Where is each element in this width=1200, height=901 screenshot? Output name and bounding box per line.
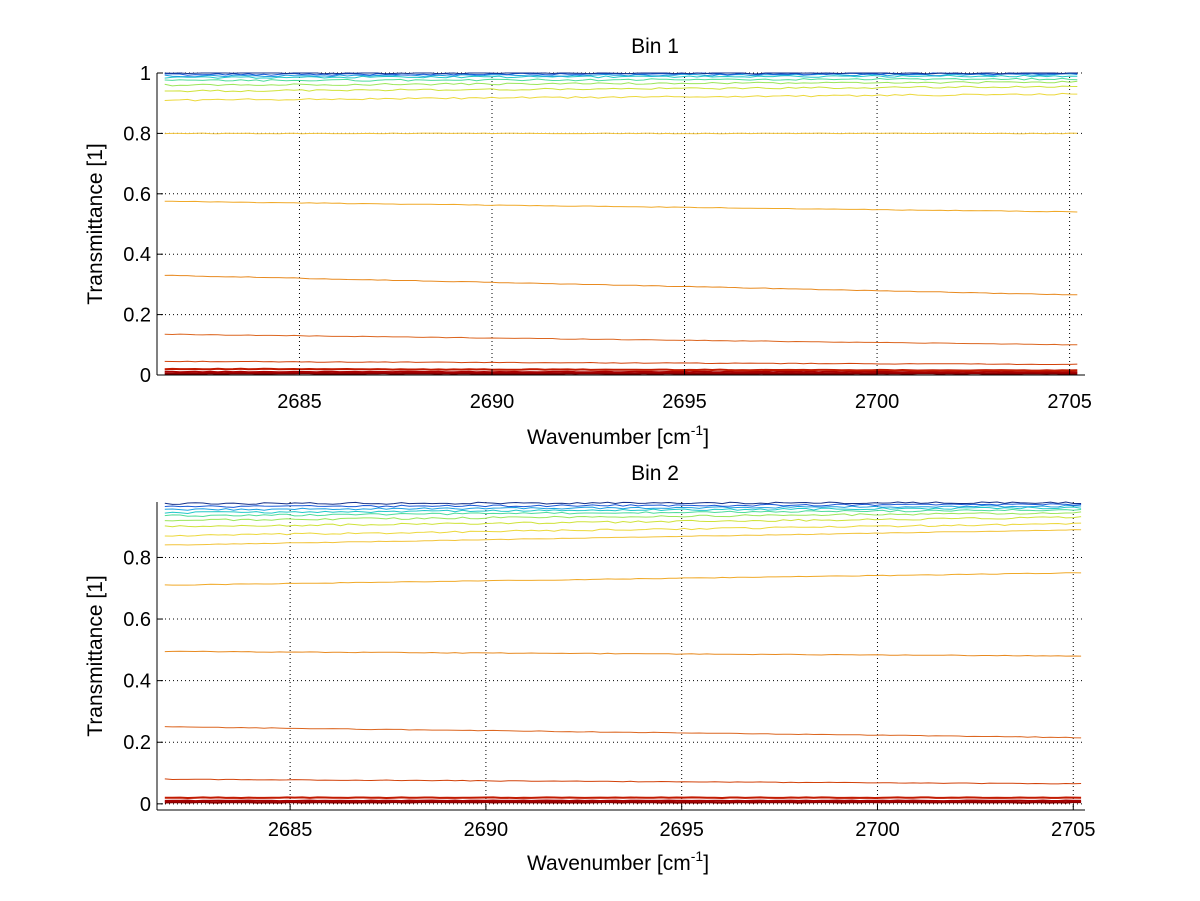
- y-tick-label: 0: [140, 794, 151, 816]
- x-tick-label: 2690: [464, 819, 509, 841]
- series-line: [164, 506, 1082, 515]
- chart-title: Bin 2: [631, 462, 679, 485]
- y-axis-label: Transmittance [1]: [84, 143, 107, 304]
- series-line: [164, 796, 1082, 800]
- x-tick-label: 2690: [470, 391, 515, 413]
- x-tick-label: 2695: [662, 391, 707, 413]
- x-tick-label: 2685: [268, 819, 313, 841]
- y-axis-label: Transmittance [1]: [84, 575, 107, 736]
- x-tick-label: 2705: [1051, 819, 1096, 841]
- x-tick-label: 2685: [277, 391, 322, 413]
- x-axis-label: Wavenumber [cm-1]: [527, 848, 709, 875]
- x-tick-label: 2695: [659, 819, 704, 841]
- y-tick-label: 0.8: [123, 123, 151, 145]
- series-line: [164, 508, 1082, 518]
- series-line: [164, 333, 1078, 346]
- subplot-bin-2: 2685 2690 2695 2700 2705 0 0.2 0.4 0.6 0.8 Bin 2 Wa…: [84, 462, 1096, 875]
- x-tick-label: 2700: [855, 819, 900, 841]
- x-axis-label: Wavenumber [cm-1]: [527, 422, 709, 449]
- y-tick-label: 0.2: [123, 732, 151, 754]
- series-line: [164, 80, 1078, 87]
- series-line: [164, 367, 1078, 372]
- subplot-bin-1: 2685 2690 2695 2700 2705 0 0.2 0.4 0.6 0.8 1 Bin 1 W…: [84, 35, 1092, 449]
- chart-title: Bin 1: [631, 35, 679, 58]
- series-line: [164, 799, 1082, 803]
- y-tick-label: 0.6: [123, 184, 151, 206]
- x-tick-label: 2700: [855, 391, 900, 413]
- series-line: [164, 778, 1082, 785]
- x-tick-label: 2705: [1047, 391, 1092, 413]
- series-line: [164, 522, 1082, 537]
- y-tick-label: 0.6: [123, 609, 151, 631]
- series-line: [164, 511, 1082, 522]
- series-line: [164, 72, 1078, 76]
- series-line: [164, 85, 1078, 93]
- y-tick-label: 0.8: [123, 547, 151, 569]
- series-line: [164, 504, 1082, 511]
- series-line: [164, 650, 1082, 657]
- series-line: [164, 360, 1078, 366]
- series-line: [164, 74, 1078, 79]
- series-line: [164, 372, 1078, 375]
- y-tick-label: 1: [140, 63, 151, 85]
- series-line: [164, 572, 1082, 586]
- series-line: [164, 501, 1082, 505]
- y-tick-label: 0.2: [123, 305, 151, 327]
- y-tick-label: 0: [140, 365, 151, 387]
- series-line: [164, 274, 1078, 296]
- series-line: [164, 72, 1078, 75]
- y-tick-label: 0.4: [123, 244, 151, 266]
- y-tick-label: 0.4: [123, 671, 151, 693]
- series-line: [164, 77, 1078, 82]
- series-line: [164, 726, 1082, 739]
- series-line: [164, 132, 1078, 135]
- series-line: [164, 200, 1078, 213]
- series-line: [164, 370, 1078, 374]
- series-line: [164, 516, 1082, 528]
- series-line: [164, 92, 1078, 102]
- series-line: [164, 800, 1082, 804]
- series-line: [164, 503, 1082, 508]
- series-line: [164, 529, 1082, 546]
